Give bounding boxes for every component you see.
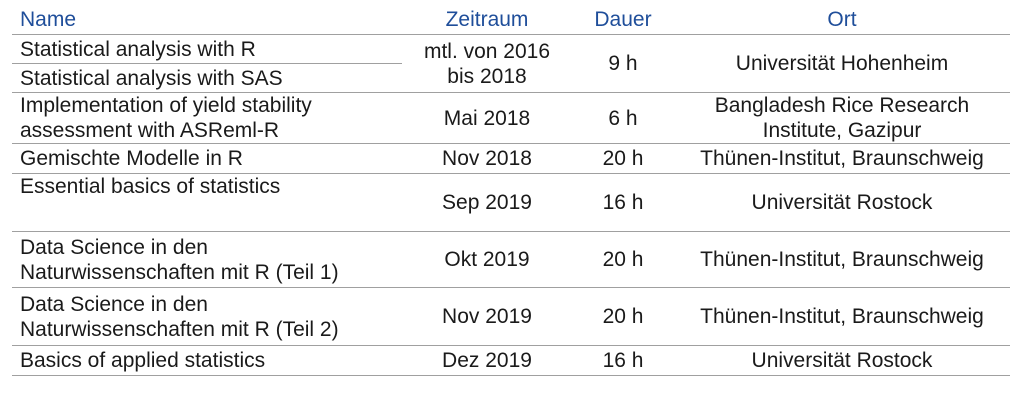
table-row: Gemischte Modelle in R Nov 2018 20 h Thü… [12, 143, 1010, 174]
course-location: Universität Rostock [674, 345, 1010, 376]
course-name: Data Science in den Naturwissenschaften … [12, 231, 402, 288]
course-table: Name Zeitraum Dauer Ort Statistical anal… [12, 6, 1010, 376]
header-row: Name Zeitraum Dauer Ort [12, 6, 1010, 35]
course-name: Statistical analysis with SAS [12, 63, 402, 93]
course-location: Bangladesh Rice Research Institute, Gazi… [674, 92, 1010, 144]
course-name: Data Science in den Naturwissenschaften … [12, 287, 402, 346]
table-row: Data Science in den Naturwissenschaften … [12, 287, 1010, 346]
header-name: Name [12, 6, 402, 35]
course-location: Thünen-Institut, Braunschweig [674, 143, 1010, 174]
table-row: Essential basics of statistics Sep 2019 … [12, 173, 1010, 232]
course-duration: 20 h [572, 287, 674, 346]
course-period: Nov 2019 [402, 287, 572, 346]
course-name: Basics of applied statistics [12, 345, 402, 376]
course-period: Dez 2019 [402, 345, 572, 376]
table-row: Statistical analysis with SAS [12, 63, 1010, 93]
course-duration: 20 h [572, 143, 674, 174]
header-location: Ort [674, 6, 1010, 35]
course-name: Essential basics of statistics [12, 173, 402, 232]
course-name: Gemischte Modelle in R [12, 143, 402, 174]
course-name: Implementation of yield stability assess… [12, 92, 402, 144]
table-row: Data Science in den Naturwissenschaften … [12, 231, 1010, 288]
course-period: Okt 2019 [402, 231, 572, 288]
course-period: mtl. von 2016 bis 2018 [402, 34, 572, 93]
course-period: Mai 2018 [402, 92, 572, 144]
course-duration: 9 h [572, 34, 674, 93]
course-location: Universität Hohenheim [674, 34, 1010, 93]
course-period: Sep 2019 [402, 173, 572, 232]
course-period: Nov 2018 [402, 143, 572, 174]
table-row: Implementation of yield stability assess… [12, 92, 1010, 144]
course-location: Universität Rostock [674, 173, 1010, 232]
course-duration: 20 h [572, 231, 674, 288]
course-name: Statistical analysis with R [12, 34, 402, 64]
course-duration: 16 h [572, 173, 674, 232]
course-duration: 6 h [572, 92, 674, 144]
course-duration: 16 h [572, 345, 674, 376]
table-row: Statistical analysis with R mtl. von 201… [12, 34, 1010, 93]
table-row: Basics of applied statistics Dez 2019 16… [12, 345, 1010, 376]
header-duration: Dauer [572, 6, 674, 35]
course-location: Thünen-Institut, Braunschweig [674, 287, 1010, 346]
course-location: Thünen-Institut, Braunschweig [674, 231, 1010, 288]
header-period: Zeitraum [402, 6, 572, 35]
